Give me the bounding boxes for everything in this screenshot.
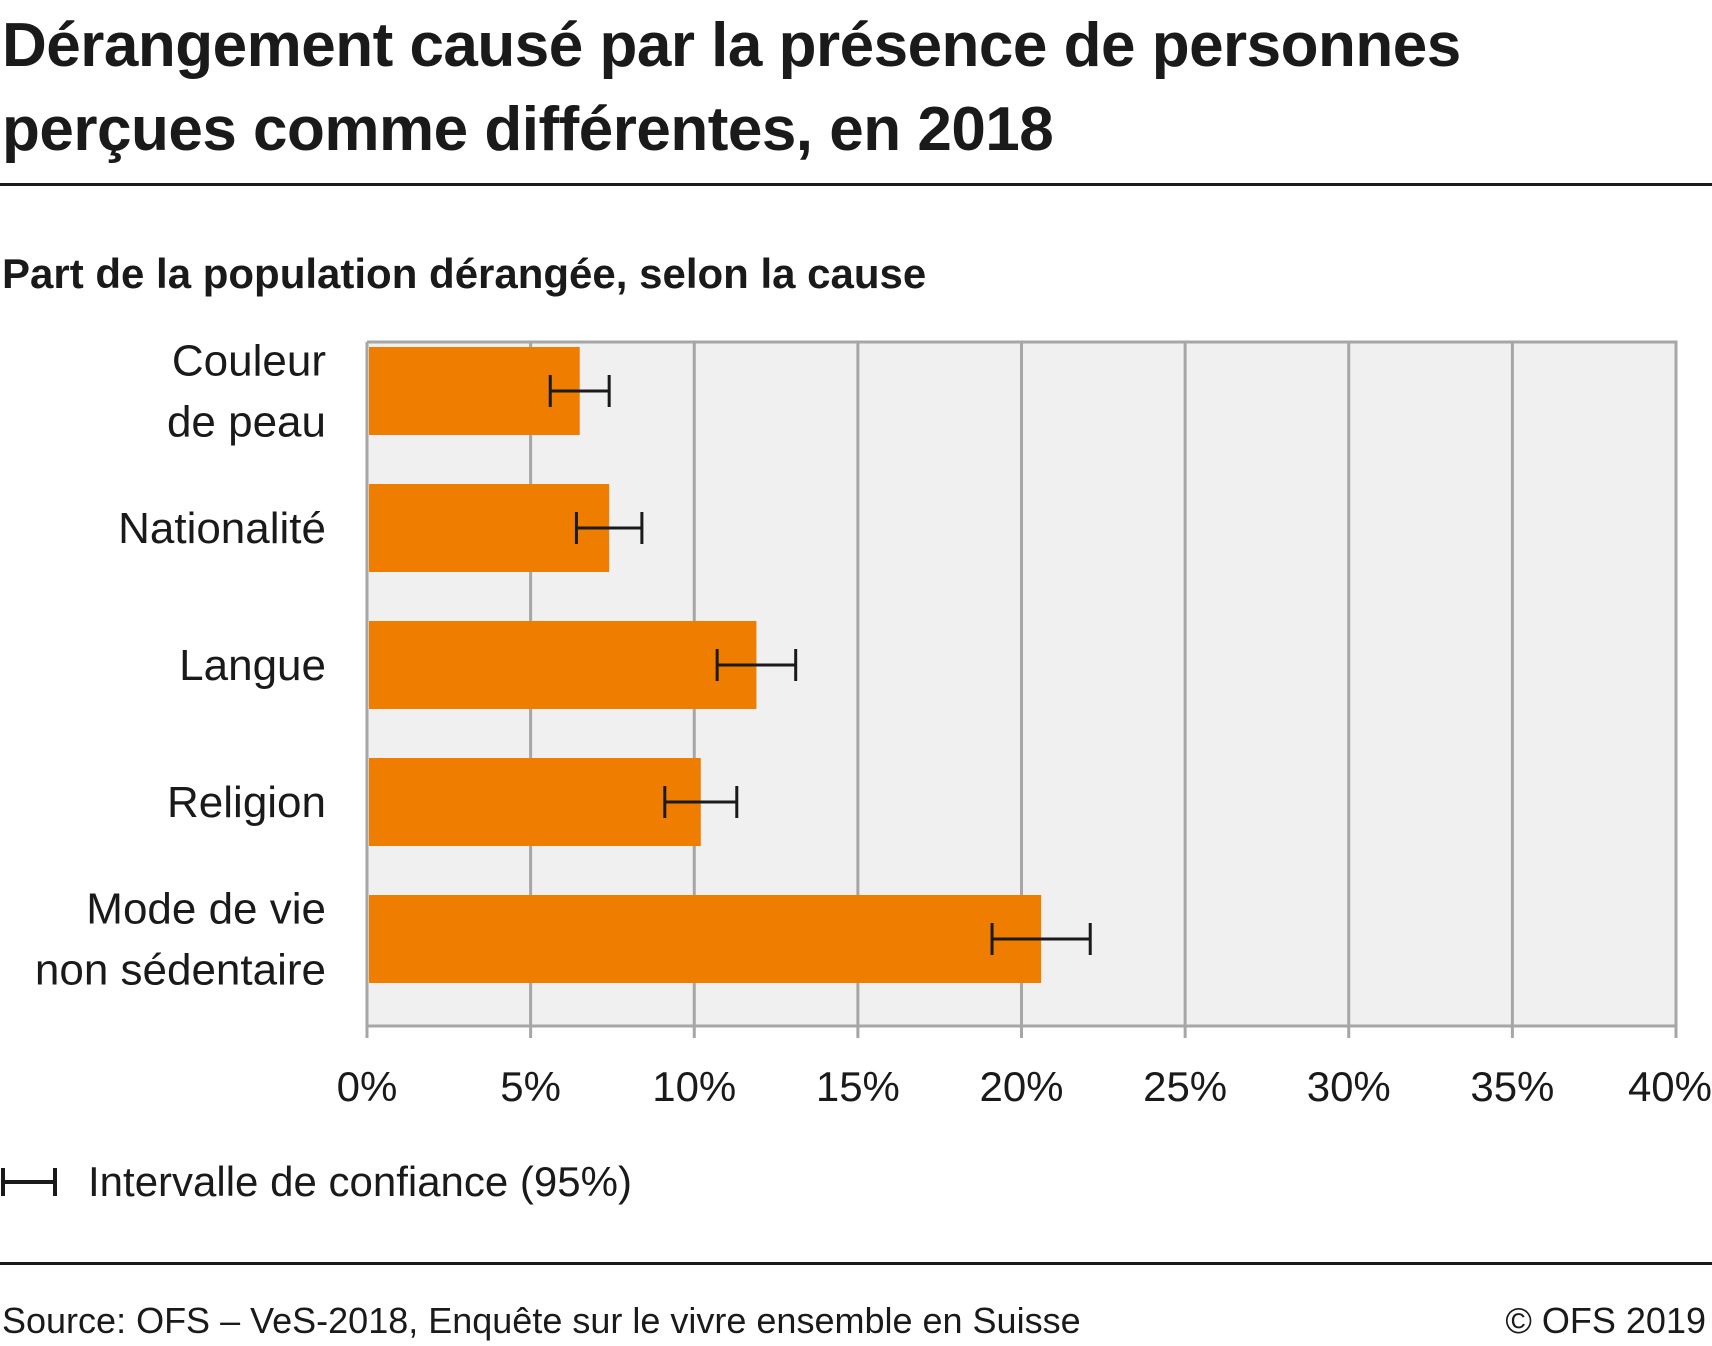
x-tick-label: 30% (1307, 1063, 1391, 1110)
bar (369, 347, 580, 435)
error-bar-icon (1, 1168, 57, 1196)
bar (369, 895, 1042, 983)
bar-chart: 0% 5% 10% 15% 20% 25% 30% 35% 40% Couleur de peau N… (35, 337, 1712, 1111)
copyright-note: © OFS 2019 (1505, 1300, 1706, 1341)
bottom-divider (0, 1262, 1712, 1265)
x-tick-label: 40% (1628, 1063, 1712, 1110)
top-divider (0, 183, 1712, 186)
x-tick-label: 10% (652, 1063, 736, 1110)
category-label: de peau (167, 398, 326, 447)
chart-title-line-1: Dérangement causé par la présence de per… (2, 11, 1461, 80)
x-tick-label: 15% (816, 1063, 900, 1110)
legend: Intervalle de confiance (95%) (0, 1152, 632, 1212)
legend-label: Intervalle de confiance (95%) (88, 1158, 632, 1205)
category-label: non sédentaire (35, 946, 326, 995)
x-tick-label: 20% (979, 1063, 1063, 1110)
source-note: Source: OFS – VeS-2018, Enquête sur le v… (2, 1300, 1081, 1341)
x-tick-label: 25% (1143, 1063, 1227, 1110)
x-tick-label: 35% (1470, 1063, 1554, 1110)
chart-title: Dérangement causé par la présence de per… (2, 4, 1652, 172)
plot-border (367, 340, 1678, 1026)
category-label: Nationalité (118, 504, 326, 553)
bar (369, 484, 610, 572)
bar (369, 621, 757, 709)
chart-subtitle: Part de la population dérangée, selon la… (2, 250, 927, 297)
category-label: Langue (179, 641, 326, 690)
category-label: Religion (167, 778, 326, 827)
bar (369, 758, 701, 846)
category-label: Mode de vie (86, 885, 326, 934)
category-label: Couleur (172, 337, 326, 386)
x-tick-label: 5% (500, 1063, 561, 1110)
x-tick-label: 0% (337, 1063, 398, 1110)
chart-title-line-2: perçues comme différentes, en 2018 (2, 95, 1054, 164)
